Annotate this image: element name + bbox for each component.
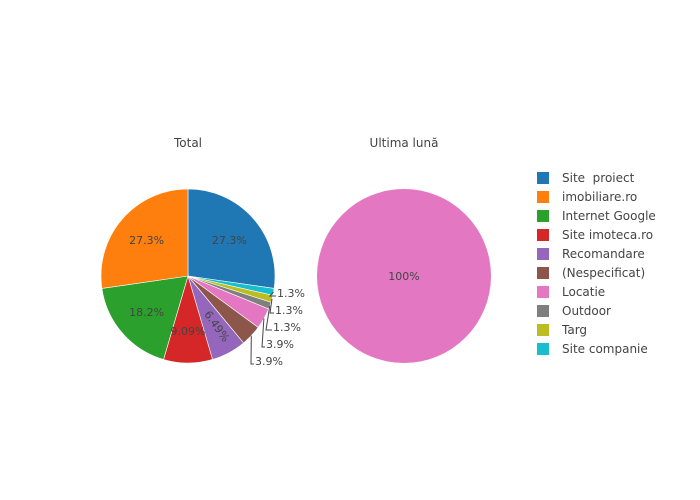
legend-swatch-imobiliare-ro bbox=[537, 191, 549, 203]
legend-label-nespecificat: (Nespecificat) bbox=[562, 266, 645, 280]
pie-total-label-imobiliare-ro: 27.3% bbox=[129, 234, 164, 247]
legend-swatch-locatie bbox=[537, 286, 549, 298]
pie-total-label-targ: 1.3% bbox=[275, 304, 303, 317]
legend-swatch-site-imoteca-ro bbox=[537, 229, 549, 241]
legend-label-outdoor: Outdoor bbox=[562, 304, 611, 318]
pie-last-month-group: Ultima lună 100% bbox=[317, 136, 491, 363]
legend: Site proiect imobiliare.ro Internet Google… bbox=[537, 171, 656, 356]
pie-last-month-label-locatie: 100% bbox=[388, 270, 419, 283]
legend-label-site-imoteca-ro: Site imoteca.ro bbox=[562, 228, 653, 242]
pie-total-label-nespecificat: 3.9% bbox=[255, 355, 283, 368]
pie-total-label-outdoor-leader bbox=[265, 305, 272, 331]
pie-total-label-outdoor: 1.3% bbox=[273, 321, 301, 334]
pie-total-label-nespecificat-leader bbox=[250, 335, 254, 365]
legend-swatch-site-companie bbox=[537, 343, 549, 355]
legend-label-locatie: Locatie bbox=[562, 285, 605, 299]
pie-total-label-site-imoteca-ro: 9.09% bbox=[171, 325, 206, 338]
pie-total-slice-internet-google bbox=[101, 275, 189, 360]
legend-label-internet-google: Internet Google bbox=[562, 209, 656, 223]
pie-total-label-site-proiect: 27.3% bbox=[212, 234, 247, 247]
pie-last-month-slices bbox=[317, 189, 491, 363]
pie-last-month-labels: 100% bbox=[388, 270, 419, 283]
pie-last-month-slice-locatie bbox=[317, 189, 491, 363]
legend-swatch-outdoor bbox=[537, 305, 549, 317]
legend-swatch-internet-google bbox=[537, 210, 549, 222]
legend-label-site-companie: Site companie bbox=[562, 342, 648, 356]
legend-swatch-site-proiect bbox=[537, 172, 549, 184]
legend-swatch-recomandare bbox=[537, 248, 549, 260]
pie-total-slices bbox=[100, 188, 276, 364]
legend-label-imobiliare-ro: imobiliare.ro bbox=[562, 190, 637, 204]
pie-total-group: Total 27.3%1.3%1.3%1.3%3.9%3.9%6.49%9.09… bbox=[100, 136, 305, 368]
pie-total-label-site-companie: 1.3% bbox=[277, 287, 305, 300]
pie-total-slice-site-proiect bbox=[187, 188, 276, 289]
pie-total-label-internet-google: 18.2% bbox=[129, 306, 164, 319]
legend-swatch-nespecificat bbox=[537, 267, 549, 279]
pie-total-label-locatie-leader bbox=[261, 318, 265, 348]
pie-total-label-targ-leader bbox=[269, 298, 274, 314]
legend-label-site-proiect: Site proiect bbox=[562, 171, 635, 185]
pie-total-label-locatie: 3.9% bbox=[266, 338, 294, 351]
pie-total-slice-imobiliare-ro bbox=[100, 188, 189, 289]
legend-label-targ: Targ bbox=[561, 323, 587, 337]
pie-total-label-site-companie-leader bbox=[268, 291, 276, 297]
legend-label-recomandare: Recomandare bbox=[562, 247, 645, 261]
pie-last-month-title: Ultima lună bbox=[370, 136, 439, 150]
pie-total-title: Total bbox=[173, 136, 202, 150]
legend-swatch-targ bbox=[537, 324, 549, 336]
